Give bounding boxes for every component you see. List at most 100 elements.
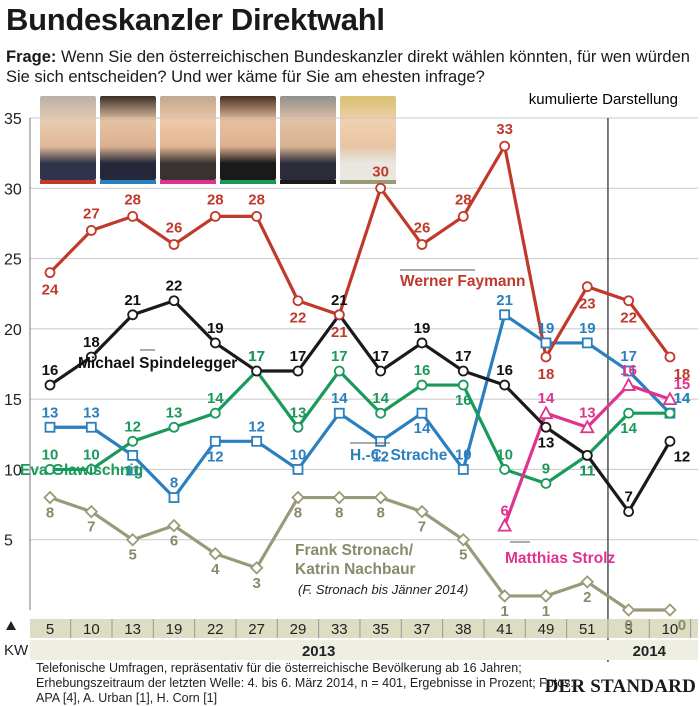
point-marker — [497, 517, 513, 532]
point-marker — [375, 435, 387, 447]
data-label-faymann: 30 — [372, 163, 389, 180]
data-label-faymann: 23 — [579, 296, 596, 313]
point-marker — [499, 309, 511, 321]
data-label-faymann: 22 — [290, 310, 307, 327]
x-tick-label: 5 — [46, 621, 54, 638]
point-marker — [581, 449, 593, 461]
point-marker — [540, 351, 552, 363]
data-label-glawischnig: 14 — [620, 420, 637, 437]
point-marker — [375, 407, 387, 419]
point-marker — [499, 140, 511, 152]
data-label-stronach: 5 — [459, 547, 467, 564]
point-marker — [85, 464, 97, 475]
y-tick-label: 5 — [4, 533, 13, 550]
point-marker — [251, 435, 263, 447]
point-marker — [581, 281, 593, 293]
x-tick-label: 51 — [579, 621, 596, 638]
data-label-glawischnig: 17 — [331, 348, 348, 365]
data-label-stronach: 5 — [128, 547, 136, 564]
photo-faymann — [40, 96, 96, 180]
data-label-stronach: 8 — [335, 505, 343, 522]
data-label-strache: 13 — [83, 404, 100, 421]
point-marker — [127, 449, 139, 461]
point-marker — [167, 518, 181, 533]
series-name-strolz: Matthias Strolz — [505, 550, 615, 567]
data-label-glawischnig: 10 — [83, 446, 100, 463]
point-marker — [43, 490, 57, 505]
point-marker — [208, 546, 223, 561]
series-name-stronach-2: Katrin Nachbaur — [295, 561, 416, 578]
data-label-faymann: 26 — [414, 220, 431, 237]
data-label-spindelegger: 19 — [414, 320, 431, 337]
point-marker — [623, 407, 635, 419]
photo-strolz — [160, 96, 216, 180]
data-label-faymann: 22 — [620, 310, 637, 327]
data-label-faymann: 26 — [166, 220, 183, 237]
survey-question: Frage: Wenn Sie den österreichischen Bun… — [6, 47, 696, 87]
point-marker — [168, 421, 180, 433]
point-marker — [332, 490, 347, 505]
data-label-spindelegger: 21 — [331, 292, 348, 309]
data-label-faymann: 28 — [207, 191, 224, 208]
series-line-faymann — [48, 144, 672, 359]
point-marker — [44, 464, 56, 475]
point-marker — [292, 464, 304, 475]
question-label: Frage: — [6, 48, 57, 66]
x-axis-arrow-icon — [6, 621, 16, 630]
point-marker — [664, 435, 676, 447]
photo-bar-strache — [100, 180, 156, 184]
x-tick-label: 10 — [83, 621, 100, 638]
data-label-strolz: 6 — [500, 503, 508, 520]
data-label-stronach: 6 — [170, 533, 178, 550]
point-marker — [251, 210, 263, 222]
point-marker — [209, 435, 221, 447]
point-marker — [456, 532, 471, 547]
x-tick-label: 38 — [455, 621, 472, 638]
point-marker — [291, 490, 305, 505]
data-label-strache: 14 — [414, 420, 431, 437]
data-label-strache: 11 — [125, 462, 141, 479]
point-marker — [580, 575, 595, 589]
data-label-stronach: 7 — [87, 519, 95, 536]
x-tick-label: 41 — [496, 621, 513, 638]
data-label-strolz: 14 — [538, 390, 555, 407]
series-line-spindelegger — [49, 299, 672, 514]
point-marker — [85, 225, 97, 236]
data-label-glawischnig: 12 — [124, 418, 141, 435]
series-note-stronach: (F. Stronach bis Jänner 2014) — [298, 582, 468, 597]
point-marker — [497, 589, 512, 603]
series-name-spindelegger: Michael Spindelegger — [78, 355, 237, 372]
x-tick-label: 49 — [538, 621, 555, 638]
y-tick-label: 25 — [4, 252, 22, 269]
data-label-faymann: 28 — [248, 191, 265, 208]
point-marker — [499, 464, 511, 475]
y-tick-label: 20 — [4, 322, 22, 339]
point-marker — [249, 561, 264, 575]
point-marker — [416, 239, 428, 250]
publisher-logo: DER STANDARD — [544, 676, 696, 697]
chart-title: Bundeskanzler Direktwahl — [6, 2, 385, 37]
point-marker — [333, 407, 345, 419]
x-tick-label: 37 — [414, 621, 431, 638]
point-marker — [663, 603, 677, 617]
point-marker — [333, 309, 345, 321]
data-label-faymann: 28 — [124, 191, 141, 208]
data-label-glawischnig: 16 — [455, 392, 472, 409]
data-label-strache: 8 — [170, 475, 178, 492]
source-note: Telefonische Umfragen, repräsentativ für… — [36, 661, 574, 705]
series-name-faymann: Werner Faymann — [400, 273, 525, 290]
data-label-glawischnig: 14 — [372, 390, 389, 407]
y-axis: 5 10 15 20 25 30 35 — [4, 111, 22, 550]
data-label-strache: 14 — [331, 390, 348, 407]
point-marker — [664, 407, 676, 419]
data-label-glawischnig: 11 — [579, 462, 595, 479]
data-label-spindelegger: 16 — [496, 362, 513, 379]
x-tick-label: 27 — [248, 621, 265, 638]
point-marker — [44, 421, 56, 433]
point-marker — [292, 421, 304, 433]
photo-bar-faymann — [40, 180, 96, 184]
series-line-strache — [50, 313, 672, 500]
data-label-strache: 17 — [620, 348, 637, 365]
point-marker — [85, 421, 97, 433]
